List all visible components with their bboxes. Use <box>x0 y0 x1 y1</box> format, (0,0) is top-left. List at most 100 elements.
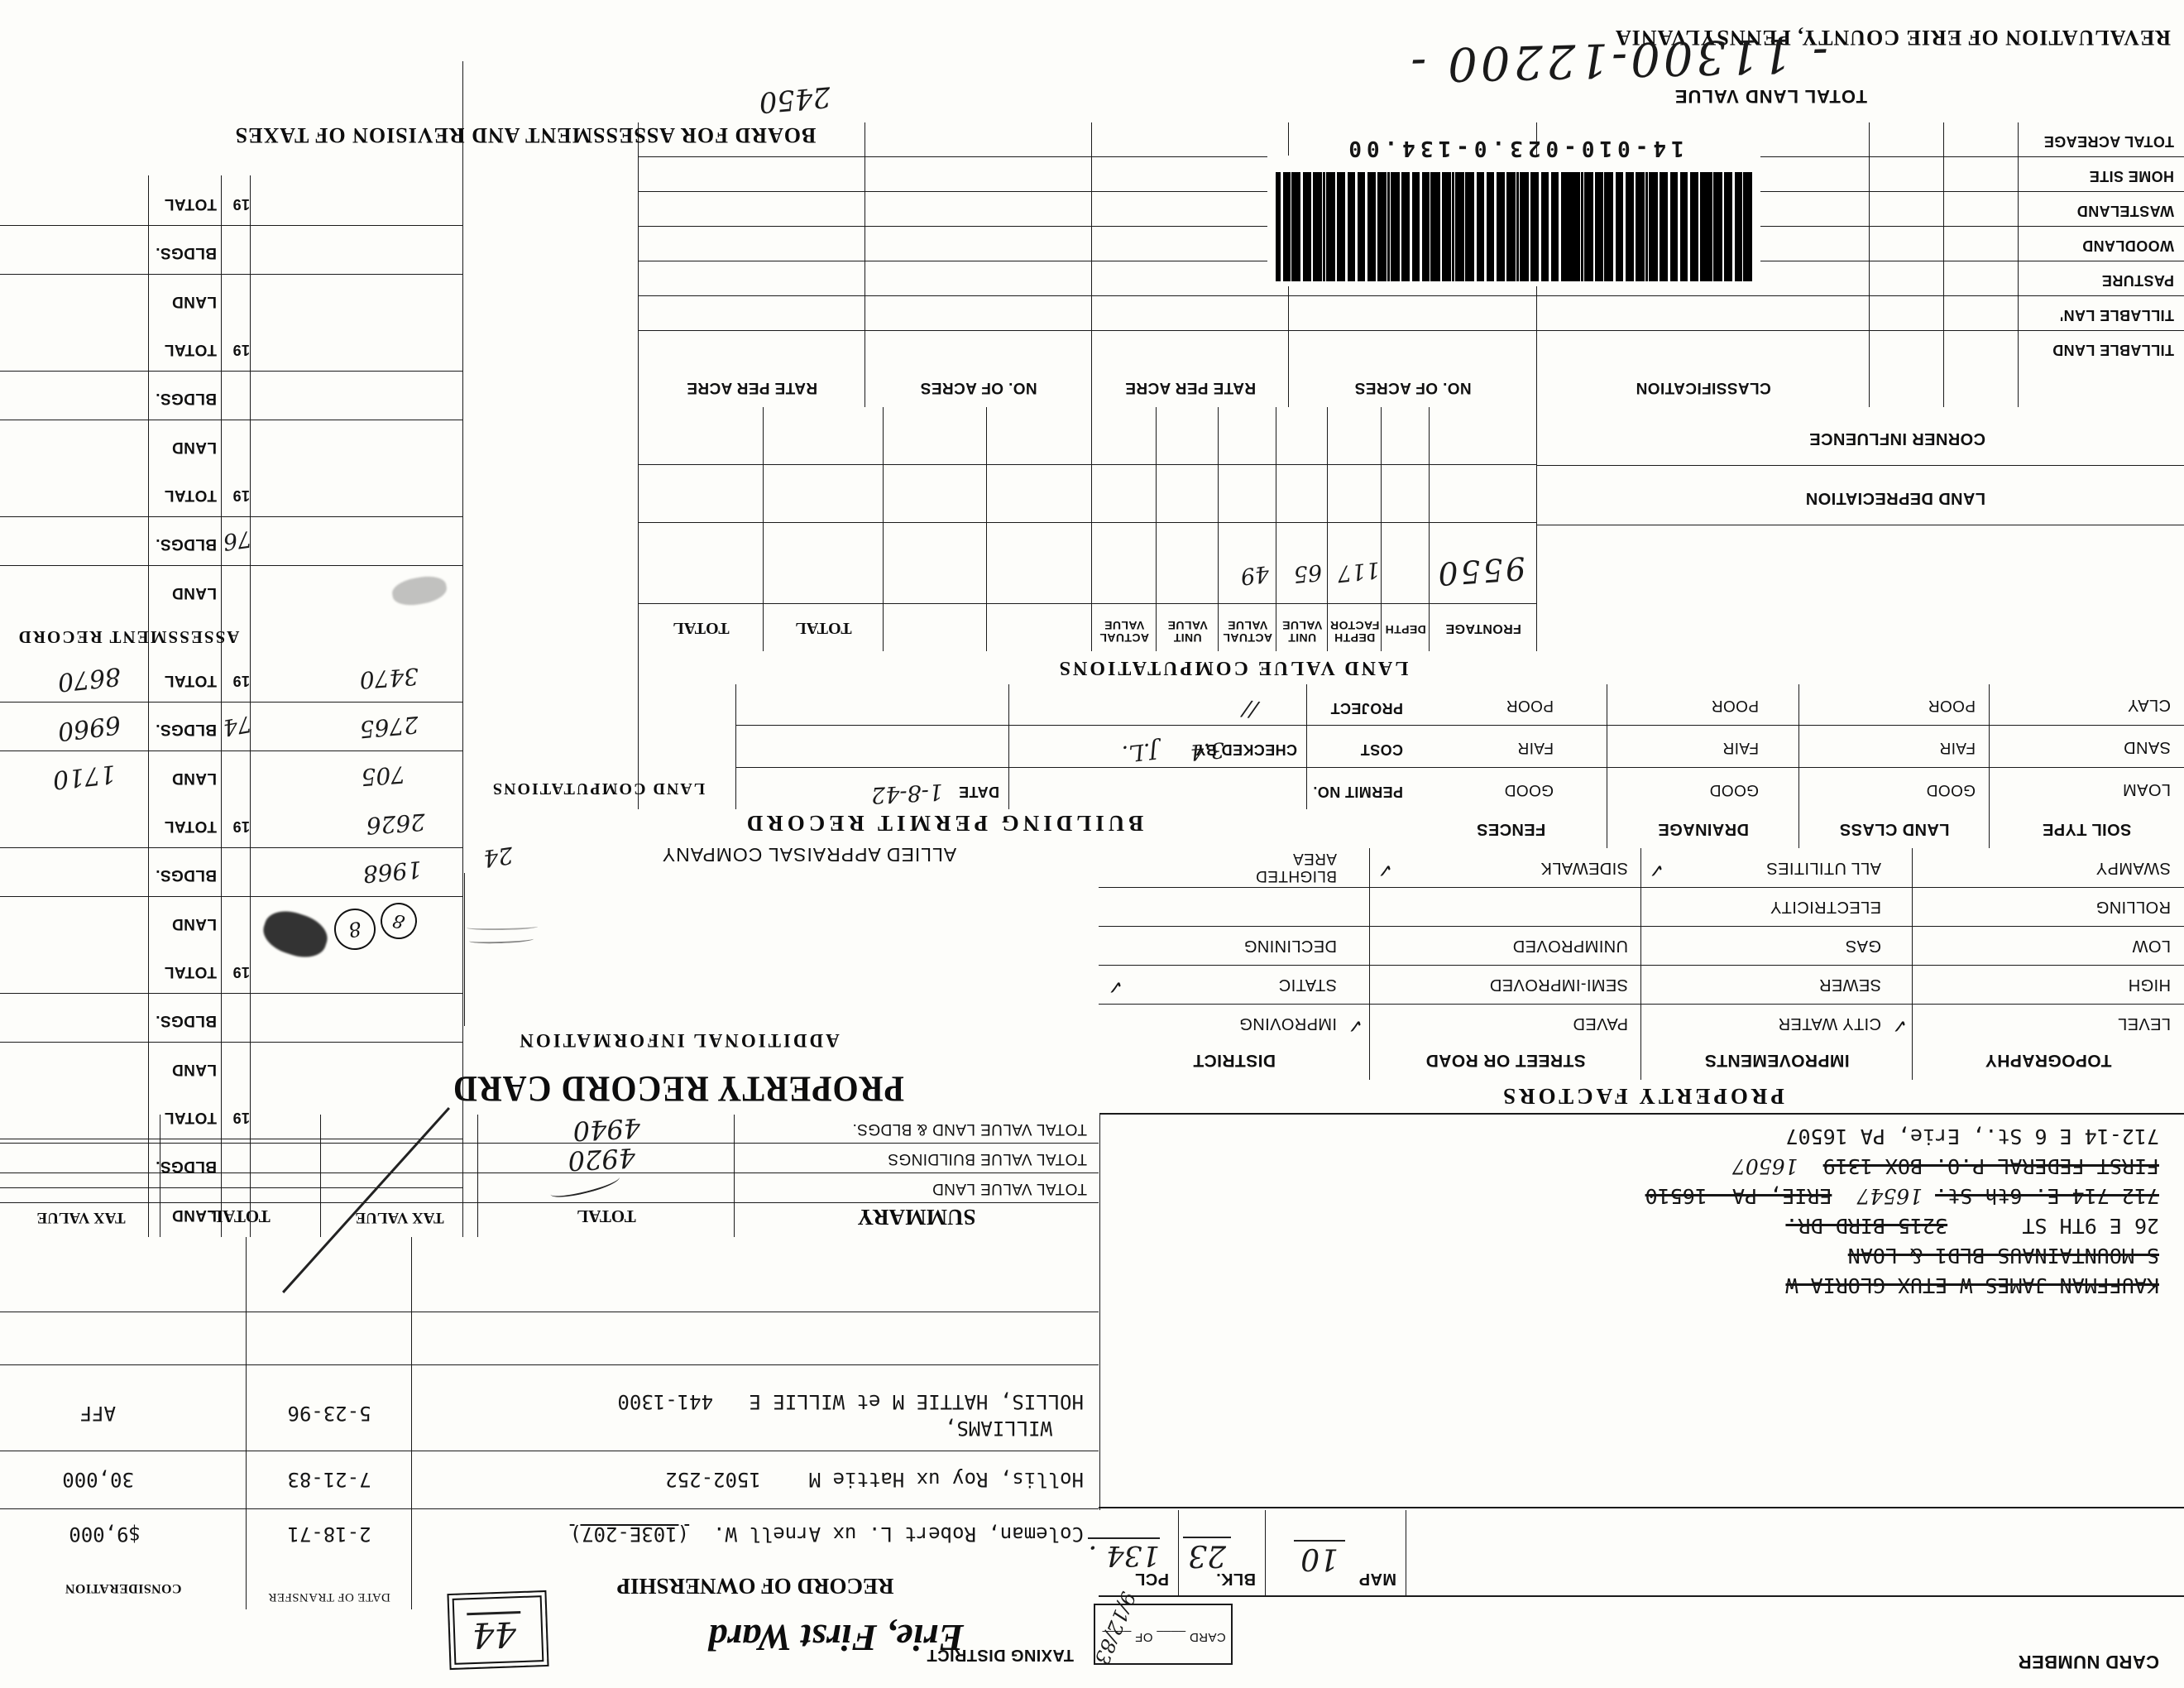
assessment-total-label: TOTAL <box>164 195 217 213</box>
rule <box>1091 122 1092 407</box>
rule <box>735 684 736 809</box>
rule <box>1640 848 1641 1080</box>
row-woodland: WOODLAND <box>2081 237 2174 254</box>
row-tillable-lan: TILLABLE LAN' <box>2059 307 2174 324</box>
assessment-bldgs-label: BLDGS. <box>155 721 217 738</box>
rule <box>0 1187 463 1188</box>
rule <box>0 993 463 994</box>
factor-unimproved: UNIMPROVED <box>1512 937 1628 955</box>
assessment-land-label: LAND <box>171 1206 217 1224</box>
summary-col-tax-2: TAX VALUE <box>36 1209 126 1226</box>
rule <box>864 122 865 407</box>
assessment-total-label: TOTAL <box>164 341 217 358</box>
total-land-value-label: TOTAL LAND VALUE <box>1674 86 1867 107</box>
assessment-total-label: TOTAL <box>164 963 217 981</box>
blk-value-hand: 23 <box>1183 1537 1231 1572</box>
all-utilities-check: ✓ <box>1648 859 1664 880</box>
factor-gas: GAS <box>1845 937 1881 955</box>
factor-all-utilities: ALL UTILITIES <box>1766 859 1881 877</box>
rule <box>2018 122 2019 407</box>
rule <box>1327 407 1328 651</box>
rule <box>1218 407 1219 651</box>
comp-header-depth-factor: DEPTH FACTOR <box>1329 618 1380 645</box>
comp-header-actual-value-2: ACTUAL VALUE <box>1099 618 1149 645</box>
factor-low: LOW <box>2132 937 2171 955</box>
factor-semi-improved: SEMI-IMPROVED <box>1489 976 1628 994</box>
row-total-acreage: TOTAL ACREAGE <box>2043 133 2174 150</box>
assessment-land-label: LAND <box>171 293 217 310</box>
corner-influence-label: CORNER INFLUENCE <box>1808 429 1985 448</box>
soil-clay-r2: POOR <box>1711 697 1759 714</box>
assessment-g3-total-left-hand: 2626 <box>365 808 427 840</box>
factor-sidewalk: SIDEWALK <box>1540 859 1628 877</box>
owner-row-3-line2: HOLLIS, HATTIE M et WILLIE E 441-1300 <box>617 1390 1084 1413</box>
summary-total-value-hand: 4940 <box>572 1111 641 1148</box>
soil-loam-r2: GOOD <box>1709 781 1759 798</box>
rule <box>1536 407 1537 651</box>
soil-clay: CLAY <box>2127 696 2171 714</box>
rule <box>0 516 463 517</box>
pcl-value-hand: 134 . <box>1088 1537 1160 1572</box>
rule <box>1943 122 1944 407</box>
assessment-bldgs-label: BLDGS. <box>155 390 217 407</box>
owner-row-1: Coleman, Robert L. ux Arnell W. (103E-20… <box>570 1523 1084 1546</box>
comp-unit-value-hand: 65 <box>1292 559 1324 587</box>
rule <box>0 225 463 226</box>
rule <box>736 767 2184 768</box>
assessment-total-label: TOTAL <box>164 818 217 835</box>
summary-row-land-label: TOTAL VALUE LAND <box>932 1180 1087 1197</box>
deed-book: (103E-207) <box>569 1523 690 1546</box>
assessment-g5-year-hand: 76 <box>221 525 253 555</box>
rule <box>639 330 2184 331</box>
rule <box>0 847 463 848</box>
additional-information-caption: ADDITIONAL INFORMATION <box>517 1030 840 1051</box>
assessment-total-label: TOTAL <box>164 1109 217 1126</box>
factor-paved: PAVED <box>1573 1014 1628 1033</box>
board-header: BOARD FOR ASSESSMENT AND REVISION OF TAX… <box>234 123 817 147</box>
factor-swampy: SWAMPY <box>2095 859 2171 877</box>
year-prefix: 19 <box>232 673 250 689</box>
soil-loam-r1: GOOD <box>1926 781 1976 798</box>
rule <box>464 873 465 1026</box>
assessment-g4-land-left-hand: 705 <box>360 760 407 791</box>
year-prefix: 19 <box>232 964 250 981</box>
assessment-land-label: LAND <box>171 770 217 787</box>
owner-address-line-1: KAUFFMAN JAMES W ETUX GLORIA W <box>1785 1273 2159 1297</box>
checked-by-value-hand: J.L. <box>1120 736 1160 767</box>
rule <box>1429 407 1430 651</box>
soil-header-type: SOIL TYPE <box>2042 820 2132 838</box>
factor-declining: DECLINING <box>1243 937 1337 955</box>
rule <box>0 1143 1099 1144</box>
appraisal-hand-mark: 24 <box>481 841 515 873</box>
static-check: ✓ <box>1107 976 1123 997</box>
comp-header-unit-value-2: UNIT VALUE <box>1167 618 1208 645</box>
owner-row-2: Hollis, Roy ux Hattie M 1502-252 <box>665 1468 1084 1491</box>
taxing-district-label: TAXING DISTRICT <box>927 1646 1074 1664</box>
address-current: 26 E 9TH ST <box>2022 1214 2159 1238</box>
owner-address-line-2: S MOUNTAINAUS BLD1 & LOAN <box>1847 1244 2159 1268</box>
map-value-hand: 10 <box>1294 1540 1345 1575</box>
deed-book: 441-1300 <box>617 1390 714 1413</box>
rule <box>0 1508 1099 1509</box>
card-number-hand: 44 <box>466 1611 523 1657</box>
assessment-bldgs-label: BLDGS. <box>155 244 217 261</box>
rule <box>1369 848 1370 1080</box>
summary-buildings-value-hand: 4920 <box>567 1141 636 1177</box>
year-prefix: 19 <box>232 342 250 358</box>
assessment-record-caption: ASSESSMENT RECORD <box>17 627 240 647</box>
soil-header-drainage: DRAINAGE <box>1658 820 1749 838</box>
assessment-land-label: LAND <box>171 584 217 602</box>
comp-actual-total-hand: 9550 <box>1434 549 1527 592</box>
rule <box>0 896 463 897</box>
property-factors-caption: PROPERTY FACTORS <box>1500 1084 1784 1109</box>
factor-sewer: SEWER <box>1818 976 1881 994</box>
soil-clay-r1: POOR <box>1928 697 1976 714</box>
barcode <box>1276 172 1752 281</box>
soil-sand-r2: FAIR <box>1722 739 1759 756</box>
rule <box>1306 684 1307 809</box>
zip-hand: 16547 <box>1856 1184 1923 1208</box>
row-home-site: HOME SITE <box>2089 168 2174 185</box>
date-value-hand: 1-8-42 <box>870 778 944 808</box>
page-title: PROPERTY RECORD CARD <box>453 1068 904 1110</box>
